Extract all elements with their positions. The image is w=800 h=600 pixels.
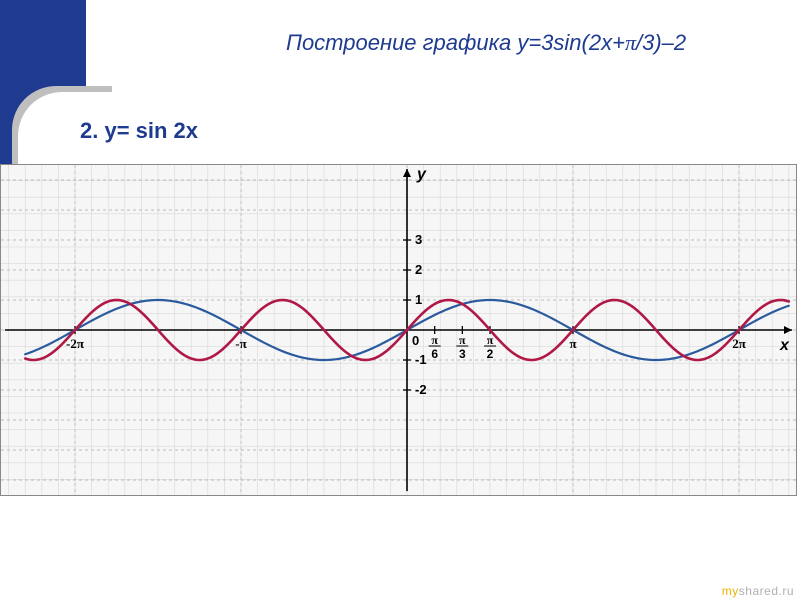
title-suffix: /3)–2 [636,30,686,55]
svg-text:π: π [431,333,438,347]
svg-text:2π: 2π [732,336,746,351]
svg-text:1: 1 [415,292,422,307]
svg-text:2: 2 [415,262,422,277]
svg-text:6: 6 [431,347,438,361]
chart: yx0-2-1123-2π-ππ6π3π2π2π [1,165,796,495]
watermark-suffix: shared.ru [739,584,794,598]
page-title: Построение графика y=3sin(2x+π/3)–2 [286,30,686,56]
svg-text:3: 3 [415,232,422,247]
svg-text:-π: -π [235,336,246,351]
svg-text:2: 2 [487,347,494,361]
svg-text:π: π [459,333,466,347]
svg-text:3: 3 [459,347,466,361]
svg-text:-1: -1 [415,352,427,367]
slide: Построение графика y=3sin(2x+π/3)–2 2. y… [0,0,800,600]
title-prefix: Построение графика y=3sin(2x+ [286,30,625,55]
title-pi: π [625,30,636,55]
svg-text:x: x [779,337,790,354]
chart-container: yx0-2-1123-2π-ππ6π3π2π2π [0,164,797,496]
svg-text:y: y [416,166,427,183]
svg-text:0: 0 [412,333,419,348]
svg-text:π: π [487,333,494,347]
subtitle: 2. y= sin 2x [80,118,198,144]
svg-text:-2: -2 [415,382,427,397]
watermark: myshared.ru [722,584,794,598]
svg-text:π: π [569,336,576,351]
watermark-prefix: my [722,584,739,598]
